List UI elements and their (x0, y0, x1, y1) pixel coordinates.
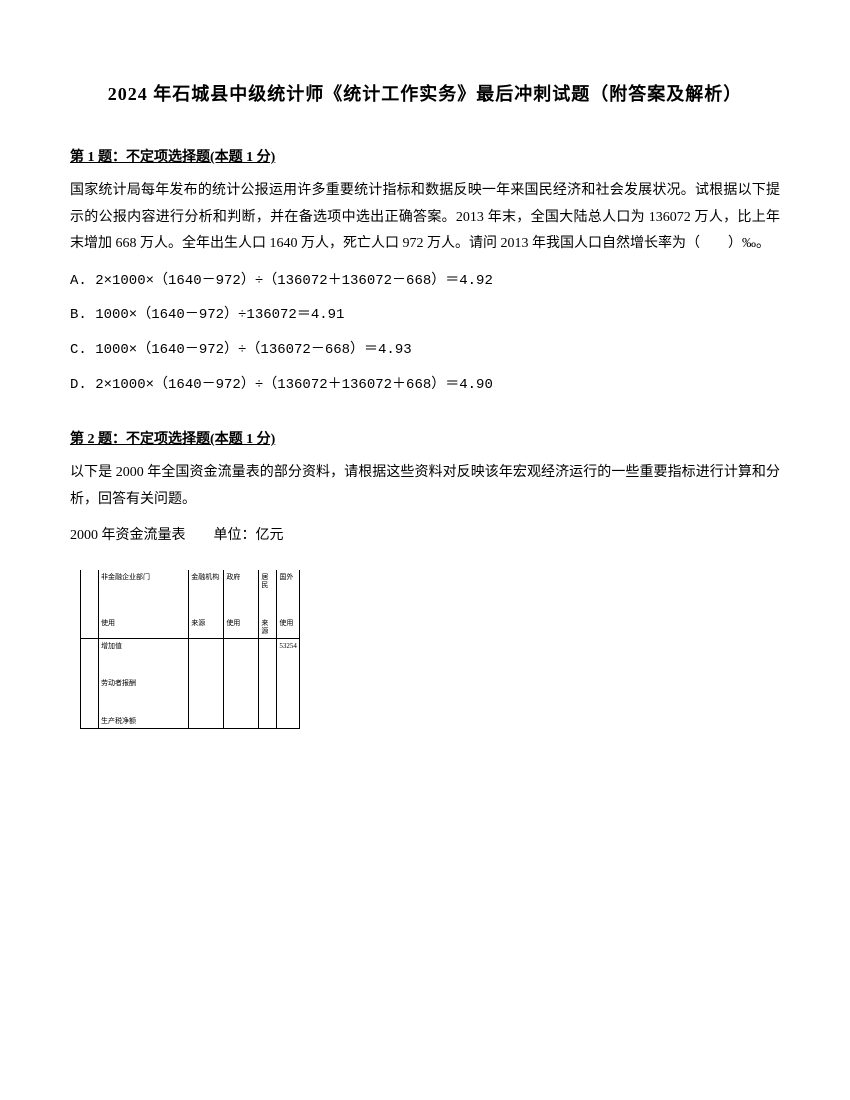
table-row: 生产税净额 (81, 714, 300, 729)
q1-header: 第 1 题：不定项选择题(本题 1 分) (70, 146, 780, 166)
cell: 国外 (277, 570, 300, 593)
cell: 使用 (224, 616, 259, 639)
cell (81, 593, 99, 616)
cell (277, 676, 300, 690)
cell (189, 654, 224, 677)
cell: 劳动者报酬 (99, 676, 189, 690)
cell: 来源 (189, 616, 224, 639)
cell (259, 676, 277, 690)
q1-body: 国家统计局每年发布的统计公报运用许多重要统计指标和数据反映一年来国民经济和社会发… (70, 178, 780, 258)
q2-caption: 2000 年资金流量表 单位：亿元 (70, 523, 780, 550)
cell (189, 639, 224, 654)
cell (259, 639, 277, 654)
table-row (81, 654, 300, 677)
cell: 53254 (277, 639, 300, 654)
cell (189, 593, 224, 616)
question-1: 第 1 题：不定项选择题(本题 1 分) 国家统计局每年发布的统计公报运用许多重… (70, 146, 780, 398)
q1-option-c: C. 1000×（1640－972）÷（136072－668）＝4.93 (70, 337, 780, 364)
cell: 非金融企业部门 (99, 570, 189, 593)
cell: 增加值 (99, 639, 189, 654)
cell (277, 714, 300, 729)
table-row (81, 593, 300, 616)
q1-option-b: B. 1000×（1640－972）÷136072＝4.91 (70, 302, 780, 329)
cell (81, 676, 99, 690)
question-2: 第 2 题：不定项选择题(本题 1 分) 以下是 2000 年全国资金流量表的部… (70, 428, 780, 729)
cell (277, 654, 300, 677)
cell (189, 691, 224, 714)
cell (259, 593, 277, 616)
cell: 金融机构 (189, 570, 224, 593)
cell: 使用 (99, 616, 189, 639)
cell (99, 691, 189, 714)
cell (224, 676, 259, 690)
document-title: 2024 年石城县中级统计师《统计工作实务》最后冲刺试题（附答案及解析） (70, 80, 780, 106)
fund-flow-table: 非金融企业部门 金融机构 政府 居民 国外 使用 来源 使用 来源 使用 增加值 (80, 570, 300, 729)
cell (277, 691, 300, 714)
table-row (81, 691, 300, 714)
cell (259, 654, 277, 677)
cell (277, 593, 300, 616)
cell (224, 714, 259, 729)
table-row: 非金融企业部门 金融机构 政府 居民 国外 (81, 570, 300, 593)
cell (81, 714, 99, 729)
cell: 政府 (224, 570, 259, 593)
cell (224, 639, 259, 654)
cell (81, 654, 99, 677)
cell (81, 616, 99, 639)
cell: 来源 (259, 616, 277, 639)
cell (81, 570, 99, 593)
cell (99, 654, 189, 677)
cell: 生产税净额 (99, 714, 189, 729)
cell (224, 691, 259, 714)
cell (259, 691, 277, 714)
cell (81, 639, 99, 654)
cell (259, 714, 277, 729)
cell: 居民 (259, 570, 277, 593)
q1-option-a: A. 2×1000×（1640－972）÷（136072＋136072－668）… (70, 268, 780, 295)
cell (81, 691, 99, 714)
q2-body: 以下是 2000 年全国资金流量表的部分资料，请根据这些资料对反映该年宏观经济运… (70, 460, 780, 513)
table-row: 劳动者报酬 (81, 676, 300, 690)
cell (224, 593, 259, 616)
cell (224, 654, 259, 677)
cell (189, 714, 224, 729)
table-row: 使用 来源 使用 来源 使用 (81, 616, 300, 639)
q2-header: 第 2 题：不定项选择题(本题 1 分) (70, 428, 780, 448)
table-row: 增加值 53254 (81, 639, 300, 654)
cell (99, 593, 189, 616)
cell (189, 676, 224, 690)
q1-option-d: D. 2×1000×（1640－972）÷（136072＋136072＋668）… (70, 372, 780, 399)
cell: 使用 (277, 616, 300, 639)
